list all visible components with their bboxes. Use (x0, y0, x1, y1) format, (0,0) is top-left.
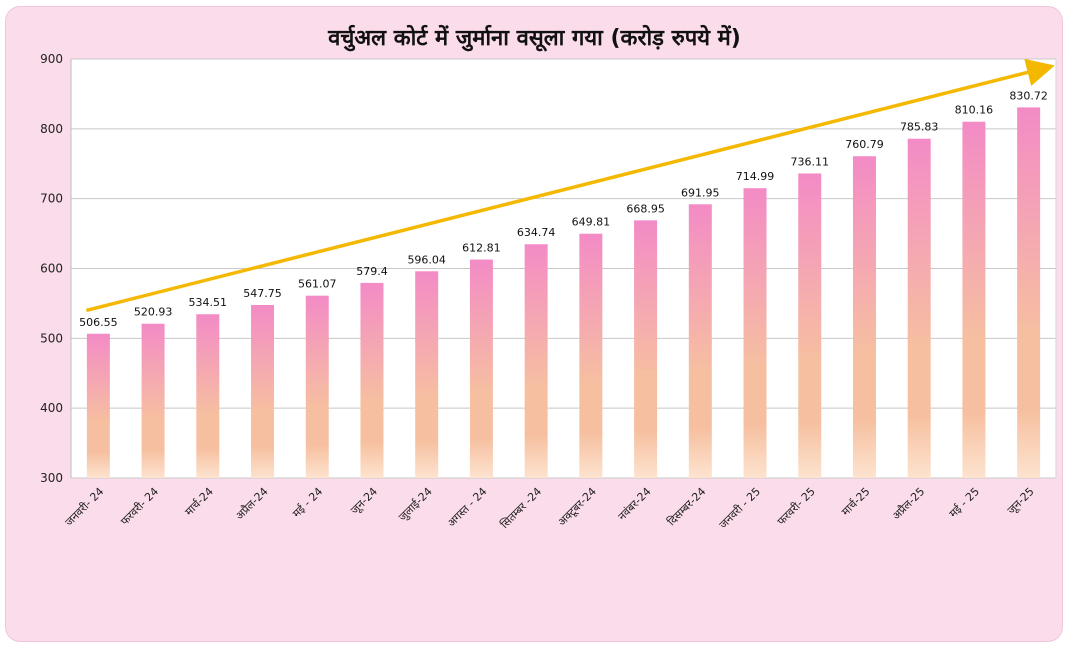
bar (524, 244, 548, 478)
bar (579, 233, 603, 478)
x-tick-label: दिसम्बर-24 (665, 485, 708, 528)
x-tick-label: मई - 24 (290, 485, 325, 520)
data-label: 785.83 (900, 121, 939, 134)
bar (1017, 107, 1041, 479)
data-label: 506.55 (79, 316, 118, 329)
data-label: 634.74 (517, 226, 556, 239)
data-label: 668.95 (626, 202, 665, 215)
data-label: 736.11 (791, 155, 830, 168)
data-label: 649.81 (572, 216, 611, 229)
bar (962, 121, 986, 478)
data-label: 691.95 (681, 186, 720, 199)
bar (743, 188, 767, 478)
y-tick-label: 800 (40, 122, 63, 136)
data-label: 520.93 (134, 306, 173, 319)
bar (688, 204, 712, 478)
data-label: 714.99 (736, 170, 775, 183)
y-tick-label: 500 (40, 331, 63, 345)
data-label: 760.79 (845, 138, 884, 151)
y-tick-label: 900 (40, 52, 63, 66)
bar (798, 173, 822, 479)
data-label: 579.4 (356, 265, 388, 278)
x-tick-label: जनवरी- 24 (62, 485, 106, 529)
bar (469, 259, 493, 478)
x-tick-label: जून-24 (348, 485, 381, 518)
chart-title: वर्चुअल कोर्ट में जुर्माना वसूला गया (कर… (328, 26, 741, 51)
data-label: 561.07 (298, 278, 337, 291)
data-label: 810.16 (955, 104, 994, 117)
x-tick-label: जनवरी - 25 (717, 485, 763, 531)
data-label: 830.72 (1009, 89, 1048, 102)
y-tick-label: 400 (40, 401, 63, 415)
bar (415, 271, 439, 478)
x-tick-label: सितम्बर -24 (498, 485, 544, 531)
bar (251, 304, 275, 478)
data-label: 612.81 (462, 242, 501, 255)
y-tick-label: 600 (40, 262, 63, 276)
bar (141, 323, 165, 478)
bar (196, 314, 220, 478)
data-label: 534.51 (189, 296, 228, 309)
x-tick-label: अक्टूबर-24 (555, 485, 599, 529)
x-tick-label: अप्रैल-24 (233, 485, 271, 523)
x-tick-label: जुलाई-24 (396, 485, 435, 524)
bar (634, 220, 658, 478)
x-tick-label: मार्च-25 (839, 485, 873, 519)
x-tick-label: जून-25 (1005, 485, 1038, 518)
x-tick-label: फरवरी- 24 (118, 485, 161, 528)
data-label: 596.04 (407, 253, 446, 266)
bar (907, 138, 931, 479)
x-tick-label: अगस्त - 24 (445, 485, 490, 530)
y-tick-label: 700 (40, 192, 63, 206)
trend-arrow (85, 58, 1055, 313)
x-tick-label: फरवरी- 25 (775, 485, 818, 528)
x-tick-label: मई - 25 (947, 485, 982, 520)
data-label: 547.75 (243, 287, 282, 300)
bar (360, 282, 384, 478)
x-tick-label: नवंबर-24 (616, 485, 654, 523)
y-tick-label: 300 (40, 471, 63, 485)
bar (852, 156, 876, 479)
bar (86, 333, 110, 478)
bar (305, 295, 329, 478)
x-tick-label: मार्च-24 (182, 485, 216, 519)
x-tick-label: अप्रैल-25 (890, 485, 928, 523)
